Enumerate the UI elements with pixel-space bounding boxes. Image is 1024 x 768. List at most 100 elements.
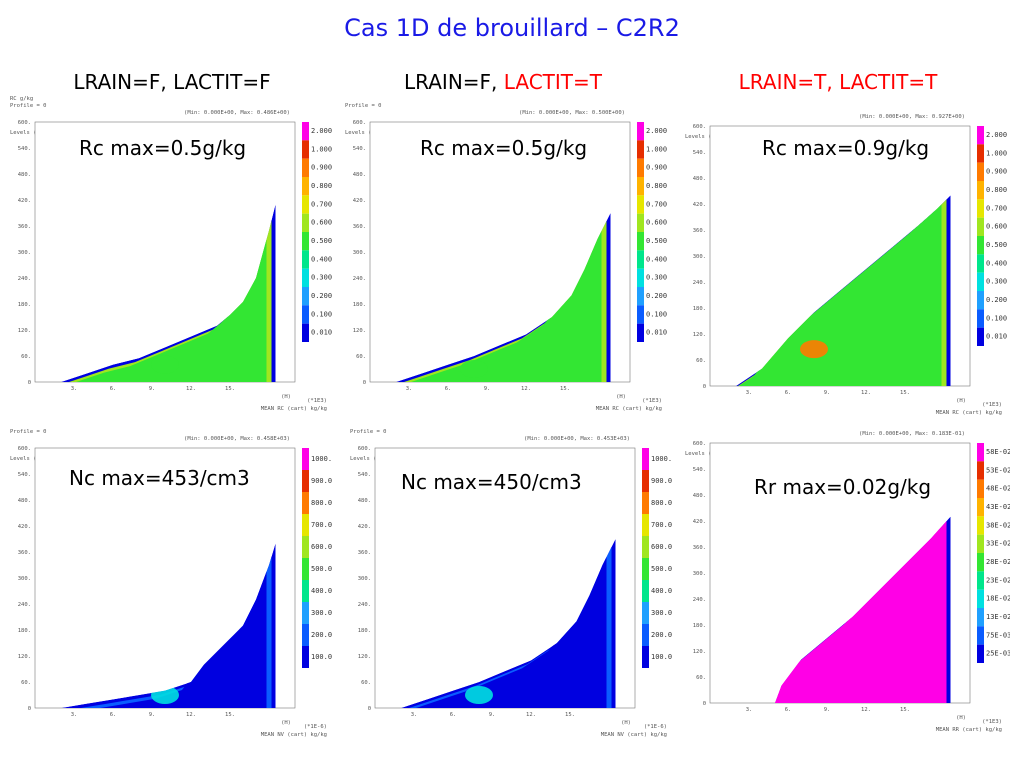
x-tick-label: 9. (489, 712, 496, 718)
colorbar-label: 75E-03 (986, 631, 1010, 639)
colorbar-label: 43E-02 (986, 503, 1010, 511)
y-tick-label: 300. (693, 254, 706, 260)
colorbar-swatch (977, 443, 984, 462)
colorbar-label: 0.100 (986, 314, 1007, 322)
chart-panel-rc-3: (Min: 0.000E+00, Max: 0.927E+00) Levels (… (680, 96, 1010, 426)
colorbar-label: 0.400 (986, 259, 1007, 267)
colorbar-label: 0.010 (986, 333, 1007, 341)
y-tick-label: 600. (353, 120, 366, 126)
x-tick-label: 15. (225, 386, 235, 392)
colorbar-swatch (977, 553, 984, 572)
colorbar-swatch (977, 254, 984, 273)
x-scale-label: (*1E-6) (644, 724, 667, 730)
y-tick-label: 180. (358, 628, 371, 634)
chart-svg-rr: (Min: 0.000E+00, Max: 0.183E-01) Levels (… (685, 431, 1010, 733)
y-tick-label: 540. (358, 472, 371, 478)
y-tick-label: 300. (353, 250, 366, 256)
y-tick-label: 480. (358, 498, 371, 504)
colorbar-swatch (302, 287, 309, 306)
colorbar-label: 700.0 (651, 521, 672, 529)
y-tick-label: 480. (693, 176, 706, 182)
colorbar-label: 58E-02 (986, 448, 1010, 456)
x-tick-label: 6. (785, 707, 792, 713)
field-layer (401, 539, 616, 708)
y-tick-label: 360. (353, 224, 366, 230)
column-header-3-prefix: LRAIN=T, (738, 70, 840, 94)
colorbar-swatch (637, 195, 644, 214)
colorbar-label: 0.010 (646, 329, 667, 337)
colorbar-label: 100.0 (311, 653, 332, 661)
y-tick-label: 0 (28, 380, 31, 386)
colorbar-swatch (637, 287, 644, 306)
chart-svg-nc-1: Profile = 0 (Min: 0.000E+00, Max: 0.458E+… (10, 429, 332, 738)
x-tick-label: 6. (450, 712, 457, 718)
colorbar-swatch (977, 571, 984, 590)
colorbar-swatch (302, 213, 309, 232)
colorbar-swatch (302, 268, 309, 287)
chart-svg-rc-3: (Min: 0.000E+00, Max: 0.927E+00) Levels (… (685, 114, 1007, 416)
chart-header-label: RC g/kg (10, 96, 33, 102)
y-tick-label: 0 (28, 706, 31, 712)
colorbar-swatch (637, 177, 644, 196)
x-tick-label: 3. (71, 712, 78, 718)
chart-levels-label: Levels (M) (10, 456, 43, 462)
colorbar-swatch (977, 291, 984, 310)
chart-levels-label: Levels (M) (685, 134, 718, 140)
x-tick-label: 9. (824, 390, 831, 396)
y-tick-label: 240. (18, 276, 31, 282)
y-tick-label: 600. (358, 446, 371, 452)
colorbar-swatch (637, 268, 644, 287)
colorbar-label: 53E-02 (986, 466, 1010, 474)
colorbar-label: 2.000 (986, 131, 1007, 139)
y-tick-label: 600. (693, 441, 706, 447)
x-unit-label: (H) (621, 720, 631, 726)
x-unit-label: (H) (956, 398, 966, 404)
x-unit-label: (H) (281, 394, 291, 400)
colorbar-swatch (637, 232, 644, 251)
field-layer (396, 213, 611, 382)
colorbar-label: 13E-02 (986, 613, 1010, 621)
y-tick-label: 600. (693, 124, 706, 130)
x-tick-label: 6. (110, 386, 117, 392)
column-header-1: LRAIN=F, LACTIT=F (2, 70, 342, 94)
colorbar-swatch (977, 144, 984, 163)
y-tick-label: 180. (353, 302, 366, 308)
x-tick-label: 15. (900, 707, 910, 713)
x-tick-label: 9. (149, 712, 156, 718)
y-tick-label: 300. (693, 571, 706, 577)
y-tick-label: 600. (18, 120, 31, 126)
colorbar-label: 0.900 (646, 164, 667, 172)
colorbar-swatch (637, 213, 644, 232)
colorbar-swatch (302, 646, 309, 668)
colorbar-label: 300.0 (311, 609, 332, 617)
column-header-1-suffix: LACTIT=F (173, 70, 271, 94)
y-tick-label: 480. (18, 172, 31, 178)
y-tick-label: 480. (18, 498, 31, 504)
colorbar-label: 33E-02 (986, 540, 1010, 548)
x-tick-label: 15. (565, 712, 575, 718)
y-tick-label: 180. (693, 306, 706, 312)
colorbar-swatch (977, 181, 984, 200)
colorbar-swatch (302, 536, 309, 558)
column-header-2-suffix: LACTIT=T (503, 70, 602, 94)
x-tick-label: 12. (186, 386, 196, 392)
x-tick-label: 3. (746, 707, 753, 713)
colorbar-label: 0.900 (311, 164, 332, 172)
annotation-nc-1: Nc max=453/cm3 (69, 466, 250, 490)
chart-levels-label: Levels (M) (685, 451, 718, 457)
colorbar-label: 0.800 (311, 182, 332, 190)
y-tick-label: 0 (703, 701, 706, 707)
page-title: Cas 1D de brouillard – C2R2 (344, 14, 680, 42)
x-tick-label: 9. (824, 707, 831, 713)
y-tick-label: 120. (693, 649, 706, 655)
colorbar-swatch (977, 126, 984, 145)
colorbar-label: 1.000 (986, 149, 1007, 157)
x-tick-label: 12. (521, 386, 531, 392)
colorbar-swatch (642, 624, 649, 646)
x-tick-label: 12. (861, 390, 871, 396)
colorbar-label: 1.000 (311, 145, 332, 153)
x-tick-label: 3. (406, 386, 413, 392)
colorbar-label: 2.000 (646, 127, 667, 135)
annotation-rc-2: Rc max=0.5g/kg (420, 136, 588, 160)
colorbar-label: 0.010 (311, 329, 332, 337)
